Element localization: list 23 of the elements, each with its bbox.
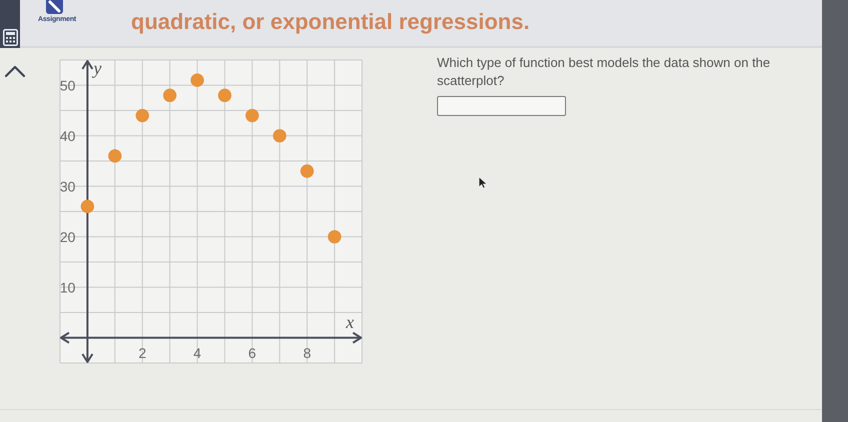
x-axis-title: x: [346, 312, 354, 333]
y-tick-label: 30: [60, 178, 76, 194]
point: [80, 200, 94, 214]
y-tick-label: 50: [60, 77, 76, 94]
point: [272, 129, 286, 142]
x-tick-label: 2: [138, 344, 146, 361]
y-tick-label: 20: [60, 228, 76, 245]
chart-title: quadratic, or exponential regressions.: [131, 9, 530, 35]
text: Which type of function best models the data shown on the scatterplot?: [437, 54, 772, 90]
point: [190, 74, 204, 87]
point: [163, 88, 176, 102]
point: [328, 230, 342, 244]
y-tick-label: 40: [60, 128, 76, 144]
point: [300, 164, 314, 178]
point: [218, 88, 232, 102]
y-tick-label: 10: [60, 279, 76, 296]
x-tick-label: 4: [193, 344, 202, 361]
y-axis-title: y: [93, 58, 102, 79]
point: [246, 108, 259, 122]
x-tick-label: 8: [303, 344, 312, 361]
point: [136, 108, 150, 122]
x-tick-label: 6: [248, 344, 256, 361]
point: [108, 149, 122, 163]
